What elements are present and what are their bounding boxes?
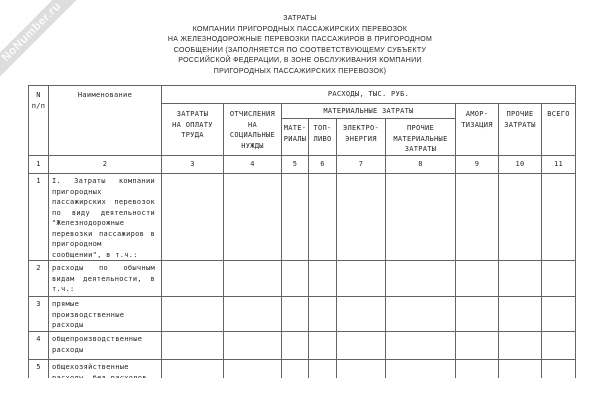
expenses-table: N п/п Наименование РАСХОДЫ, ТЫС. РУБ. ЗА…: [28, 85, 576, 378]
empty-cell: [281, 331, 309, 360]
empty-cell: [498, 260, 542, 297]
empty-cell: [161, 359, 224, 378]
column-number-row: 1 2 3 4 5 6 7 8 9 10 11: [28, 155, 576, 174]
empty-cell: [336, 260, 386, 297]
col-header-other: ПРОЧИЕ ЗАТРАТЫ: [498, 103, 542, 156]
col-header-fuel: ТОП- ЛИВО: [308, 118, 337, 156]
table-row: 3 прямые производственные расходы: [28, 296, 576, 332]
empty-cell: [385, 173, 456, 261]
row-num-cell: 5: [28, 359, 49, 378]
expenses-table-wrapper: N п/п Наименование РАСХОДЫ, ТЫС. РУБ. ЗА…: [28, 85, 577, 378]
empty-cell: [281, 173, 309, 261]
empty-cell: [308, 296, 337, 332]
empty-cell: [223, 173, 282, 261]
document-title: ЗАТРАТЫ КОМПАНИИ ПРИГОРОДНЫХ ПАССАЖИРСКИ…: [167, 15, 433, 75]
col-header-total: ВСЕГО: [541, 103, 576, 156]
header-row-1: N п/п Наименование РАСХОДЫ, ТЫС. РУБ.: [28, 85, 576, 156]
empty-cell: [455, 331, 499, 360]
col-number: 1: [28, 155, 49, 174]
empty-cell: [281, 296, 309, 332]
col-header-social: ОТЧИСЛЕНИЯ НА СОЦИАЛЬНЫЕ НУЖДЫ: [223, 103, 282, 156]
empty-cell: [336, 359, 386, 378]
empty-cell: [385, 331, 456, 360]
empty-cell: [161, 331, 224, 360]
table-row: 1 I. Затраты компании пригородных пассаж…: [28, 173, 576, 261]
row-num-cell: 1: [28, 173, 49, 261]
empty-cell: [223, 260, 282, 297]
empty-cell: [455, 260, 499, 297]
empty-cell: [455, 173, 499, 261]
empty-cell: [281, 260, 309, 297]
empty-cell: [498, 359, 542, 378]
col-header-num: N п/п: [28, 85, 49, 156]
empty-cell: [541, 296, 576, 332]
empty-cell: [498, 173, 542, 261]
empty-cell: [498, 296, 542, 332]
col-header-name: Наименование: [48, 85, 162, 156]
row-num-cell: 2: [28, 260, 49, 297]
empty-cell: [161, 296, 224, 332]
empty-cell: [308, 260, 337, 297]
empty-cell: [498, 331, 542, 360]
empty-cell: [161, 173, 224, 261]
col-number: 11: [541, 155, 576, 174]
col-header-expenses-group: РАСХОДЫ, ТЫС. РУБ.: [161, 85, 576, 104]
col-header-materials: МАТЕ- РИАЛЫ: [281, 118, 309, 156]
row-name-cell: расходы по обычным видам деятельности, в…: [48, 260, 162, 297]
col-number: 8: [385, 155, 456, 174]
col-header-amortization: АМОР- ТИЗАЦИЯ: [455, 103, 499, 156]
header-row-2: ЗАТРАТЫ НА ОПЛАТУ ТРУДА ОТЧИСЛЕНИЯ НА СО…: [29, 103, 576, 156]
col-number: 5: [281, 155, 309, 174]
empty-cell: [308, 359, 337, 378]
empty-cell: [455, 359, 499, 378]
empty-cell: [385, 359, 456, 378]
empty-cell: [281, 359, 309, 378]
empty-cell: [308, 173, 337, 261]
col-number: 10: [498, 155, 542, 174]
header-row-3: МАТЕ- РИАЛЫ ТОП- ЛИВО ЭЛЕКТРО- ЭНЕРГИЯ П…: [29, 118, 576, 156]
empty-cell: [385, 296, 456, 332]
col-header-material-group: МАТЕРИАЛЬНЫЕ ЗАТРАТЫ: [281, 103, 456, 119]
col-number: 4: [223, 155, 282, 174]
col-number: 6: [308, 155, 337, 174]
col-header-labor: ЗАТРАТЫ НА ОПЛАТУ ТРУДА: [161, 103, 224, 156]
empty-cell: [308, 331, 337, 360]
empty-cell: [455, 296, 499, 332]
empty-cell: [223, 359, 282, 378]
row-num-cell: 3: [28, 296, 49, 332]
table-row: 4 общепроизводственные расходы: [28, 331, 576, 360]
empty-cell: [223, 331, 282, 360]
col-number: 3: [161, 155, 224, 174]
empty-cell: [336, 296, 386, 332]
col-number: 9: [455, 155, 499, 174]
table-row: 2 расходы по обычным видам деятельности,…: [28, 260, 576, 297]
row-name-cell: общепроизводственные расходы: [48, 331, 162, 360]
row-name-cell: I. Затраты компании пригородных пассажир…: [48, 173, 162, 261]
empty-cell: [336, 331, 386, 360]
col-header-electricity: ЭЛЕКТРО- ЭНЕРГИЯ: [336, 118, 386, 156]
empty-cell: [336, 173, 386, 261]
empty-cell: [223, 296, 282, 332]
table-row: 5 общехозяйственные расходы, без расходо…: [28, 359, 576, 378]
row-name-cell: прямые производственные расходы: [48, 296, 162, 332]
empty-cell: [161, 260, 224, 297]
row-num-cell: 4: [28, 331, 49, 360]
empty-cell: [541, 260, 576, 297]
col-header-other-material: ПРОЧИЕ МАТЕРИАЛЬНЫЕ ЗАТРАТЫ: [385, 118, 456, 156]
empty-cell: [541, 173, 576, 261]
empty-cell: [541, 331, 576, 360]
empty-cell: [541, 359, 576, 378]
col-number: 2: [48, 155, 162, 174]
col-number: 7: [336, 155, 386, 174]
row-name-cell: общехозяйственные расходы, без расходов: [48, 359, 162, 378]
empty-cell: [385, 260, 456, 297]
